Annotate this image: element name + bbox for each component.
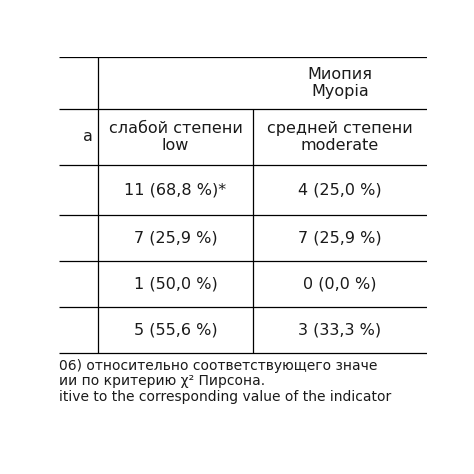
Text: 0 (0,0 %): 0 (0,0 %) xyxy=(303,276,376,292)
Text: 7 (25,9 %): 7 (25,9 %) xyxy=(134,230,217,246)
Text: средней степени
moderate: средней степени moderate xyxy=(267,121,413,153)
Text: 06) относительно соответствующего значе: 06) относительно соответствующего значе xyxy=(59,359,378,373)
Text: 3 (33,3 %): 3 (33,3 %) xyxy=(298,323,382,338)
Text: 4 (25,0 %): 4 (25,0 %) xyxy=(298,182,382,197)
Text: 5 (55,6 %): 5 (55,6 %) xyxy=(134,323,217,338)
Text: 7 (25,9 %): 7 (25,9 %) xyxy=(298,230,382,246)
Text: ии по критерию χ² Пирсона.: ии по критерию χ² Пирсона. xyxy=(59,374,265,388)
Text: 1 (50,0 %): 1 (50,0 %) xyxy=(134,276,218,292)
Text: Миопия
Myopia: Миопия Myopia xyxy=(307,67,372,99)
Text: itive to the corresponding value of the indicator: itive to the corresponding value of the … xyxy=(59,390,392,403)
Text: а: а xyxy=(83,129,93,145)
Text: 11 (68,8 %)*: 11 (68,8 %)* xyxy=(125,182,227,197)
Text: слабой степени
low: слабой степени low xyxy=(109,121,242,153)
